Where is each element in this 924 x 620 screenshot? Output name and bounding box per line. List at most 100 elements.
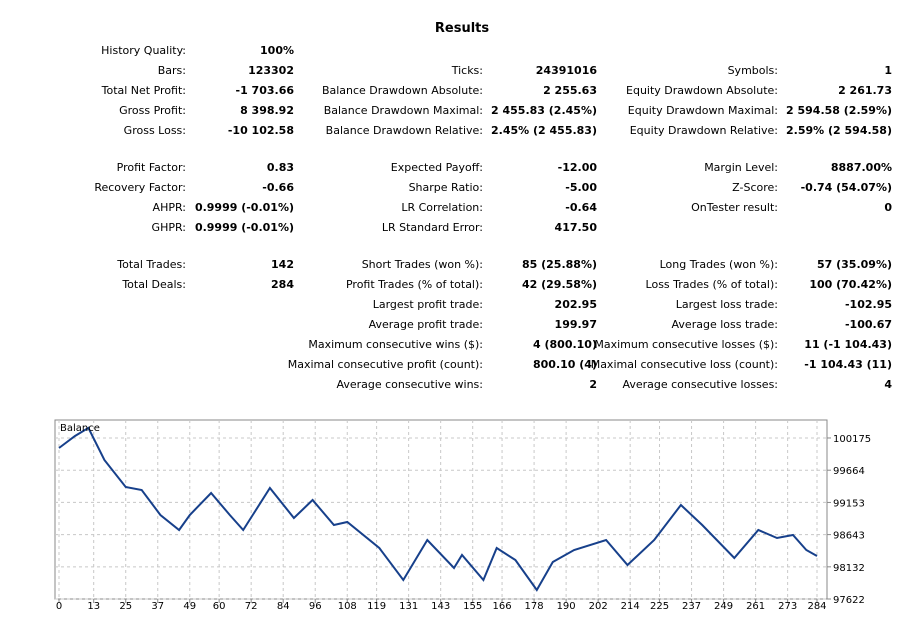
field-value: 2 594.58 (2.59%) <box>786 104 892 117</box>
x-tick-label: 60 <box>213 601 226 612</box>
field-label: Gross Profit: <box>119 104 186 117</box>
x-tick-label: 72 <box>245 601 258 612</box>
y-tick-label: 100175 <box>833 434 871 445</box>
y-tick-label: 98643 <box>833 531 865 542</box>
x-tick-label: 261 <box>746 601 765 612</box>
field-label: Maximal consecutive loss (count): <box>590 358 778 371</box>
x-tick-label: 96 <box>309 601 322 612</box>
field-label: Total Trades: <box>117 258 186 271</box>
field-label: Average profit trade: <box>368 318 483 331</box>
field-label: Maximum consecutive losses ($): <box>594 338 778 351</box>
x-tick-label: 0 <box>56 601 62 612</box>
field-label: Margin Level: <box>704 161 778 174</box>
field-label: Short Trades (won %): <box>361 258 483 271</box>
field-value: 284 <box>271 278 294 291</box>
x-tick-label: 143 <box>431 601 450 612</box>
field-label: Maximal consecutive profit (count): <box>287 358 483 371</box>
field-label: Long Trades (won %): <box>659 258 778 271</box>
x-tick-label: 202 <box>589 601 608 612</box>
field-value: 2.45% (2 455.83) <box>491 124 597 137</box>
x-tick-label: 13 <box>87 601 100 612</box>
field-value: -1 104.43 (11) <box>804 358 892 371</box>
field-value: -12.00 <box>557 161 597 174</box>
field-label: Gross Loss: <box>123 124 186 137</box>
field-label: Profit Trades (% of total): <box>345 278 483 291</box>
field-value: 11 (-1 104.43) <box>804 338 892 351</box>
x-tick-label: 37 <box>151 601 164 612</box>
x-tick-label: 190 <box>557 601 576 612</box>
x-tick-label: 49 <box>183 601 196 612</box>
field-value: -5.00 <box>565 181 597 194</box>
field-label: Symbols: <box>727 64 778 77</box>
field-label: Total Deals: <box>122 278 186 291</box>
field-value: 100 (70.42%) <box>809 278 892 291</box>
x-tick-label: 178 <box>525 601 544 612</box>
balance-line <box>58 426 818 592</box>
x-tick-label: 284 <box>807 601 826 612</box>
field-label: Loss Trades (% of total): <box>645 278 778 291</box>
field-value: 2 255.63 <box>543 84 597 97</box>
field-label: Equity Drawdown Relative: <box>629 124 778 137</box>
field-value: 0 <box>884 201 892 214</box>
x-tick-label: 214 <box>621 601 640 612</box>
legend-label: Balance <box>60 423 100 434</box>
field-value: 4 <box>884 378 892 391</box>
field-value: 142 <box>271 258 294 271</box>
field-value: -102.95 <box>844 298 892 311</box>
field-label: GHPR: <box>151 221 186 234</box>
x-tick-label: 249 <box>714 601 733 612</box>
y-tick-label: 98132 <box>833 563 865 574</box>
field-value: 123302 <box>248 64 294 77</box>
field-value: 42 (29.58%) <box>521 278 597 291</box>
field-value: 2.59% (2 594.58) <box>786 124 892 137</box>
field-value: 0.9999 (-0.01%) <box>194 221 294 234</box>
field-value: -0.74 (54.07%) <box>800 181 892 194</box>
field-label: LR Standard Error: <box>381 221 483 234</box>
field-value: -10 102.58 <box>227 124 294 137</box>
field-label: Bars: <box>157 64 186 77</box>
field-label: Z-Score: <box>732 181 778 194</box>
field-label: Maximum consecutive wins ($): <box>308 338 483 351</box>
x-tick-label: 84 <box>277 601 290 612</box>
field-label: History Quality: <box>101 44 186 57</box>
field-label: Average consecutive wins: <box>336 378 483 391</box>
x-tick-label: 225 <box>650 601 669 612</box>
field-value: 0.9999 (-0.01%) <box>194 201 294 214</box>
field-label: Equity Drawdown Maximal: <box>627 104 778 117</box>
x-tick-label: 108 <box>338 601 357 612</box>
field-label: Largest profit trade: <box>372 298 483 311</box>
field-value: 202.95 <box>554 298 597 311</box>
field-value: 800.10 (4) <box>533 358 597 371</box>
field-value: 199.97 <box>554 318 597 331</box>
field-value: 2 261.73 <box>838 84 892 97</box>
field-label: Profit Factor: <box>116 161 186 174</box>
field-value: 2 <box>589 378 597 391</box>
x-tick-label: 273 <box>778 601 797 612</box>
field-label: Total Net Profit: <box>101 84 186 97</box>
field-label: Ticks: <box>451 64 483 77</box>
field-value: 1 <box>884 64 892 77</box>
field-value: 100% <box>260 44 294 57</box>
y-tick-label: 99153 <box>833 498 865 509</box>
field-label: Sharpe Ratio: <box>408 181 483 194</box>
x-tick-label: 155 <box>463 601 482 612</box>
field-label: Balance Drawdown Relative: <box>325 124 483 137</box>
x-tick-label: 166 <box>493 601 512 612</box>
field-value: 57 (35.09%) <box>816 258 892 271</box>
field-value: -100.67 <box>844 318 892 331</box>
field-label: Average consecutive losses: <box>622 378 778 391</box>
field-label: Equity Drawdown Absolute: <box>626 84 778 97</box>
field-label: Balance Drawdown Maximal: <box>323 104 483 117</box>
field-label: LR Correlation: <box>401 201 483 214</box>
field-value: -1 703.66 <box>235 84 295 97</box>
field-value: 8 398.92 <box>240 104 294 117</box>
field-label: Expected Payoff: <box>390 161 483 174</box>
report-title: Results <box>434 21 490 36</box>
field-label: Recovery Factor: <box>94 181 186 194</box>
field-value: -0.64 <box>565 201 597 214</box>
y-tick-label: 99664 <box>833 466 865 477</box>
field-label: Balance Drawdown Absolute: <box>321 84 483 97</box>
plot-frame <box>54 419 828 600</box>
field-value: -0.66 <box>262 181 294 194</box>
